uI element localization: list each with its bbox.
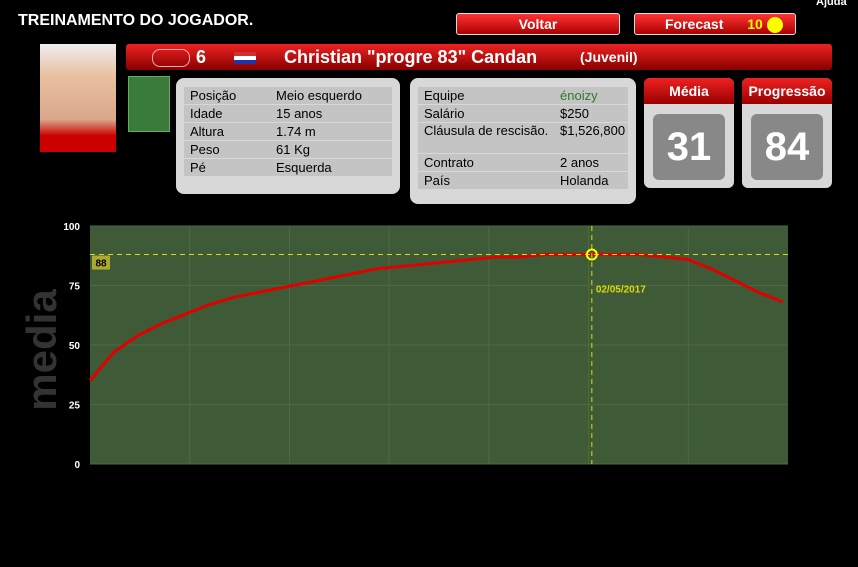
player-category: (Juvenil) <box>580 49 638 65</box>
back-button[interactable]: Voltar <box>456 13 620 35</box>
marker <box>585 248 598 261</box>
info-value: 15 anos <box>276 106 323 121</box>
info-value: 1.74 m <box>276 124 316 139</box>
info-value: $1,526,800 <box>560 123 626 138</box>
y-axis-label: media <box>18 289 65 411</box>
info-row: Salário $250 <box>418 105 628 122</box>
y-tick-label: 50 <box>69 341 81 352</box>
stat-box: Média 31 <box>644 78 734 188</box>
info-value: 61 Kg <box>276 142 310 157</box>
info-label: Pé <box>190 160 206 175</box>
info-value: $250 <box>560 106 589 121</box>
info-label: Equipe <box>424 88 465 103</box>
player-bar: 6 Christian "progre 83" Candan (Juvenil) <box>126 44 832 70</box>
info-panel: Equipe énoizy Salário $250 Cláusula de resci… <box>410 78 636 204</box>
y-tick-label: 25 <box>69 401 81 412</box>
field-icon <box>128 76 170 132</box>
marker-date: 02/05/2017 <box>596 285 646 296</box>
info-panel: Posição Meio esquerdo Idade 15 anos Altura 1.… <box>176 78 400 194</box>
stat-label: Média <box>644 78 734 104</box>
ball-icon <box>766 17 783 34</box>
help-link[interactable]: Ajuda <box>816 0 847 8</box>
chart: 0 25 50 75 100 media 88 02/05/2017 <box>18 222 788 471</box>
stat-value: 84 <box>751 114 823 180</box>
y-tick-label: 75 <box>69 282 81 293</box>
reference-label: 88 <box>95 259 107 270</box>
player-name: Christian "progre 83" Candan <box>284 47 538 67</box>
info-value: Meio esquerdo <box>276 88 362 103</box>
info-label: Idade <box>190 106 223 121</box>
forecast-label: Forecast <box>665 16 724 32</box>
stat-box: Progressão 84 <box>742 78 832 188</box>
info-row: Idade 15 anos <box>184 105 392 122</box>
flag <box>234 52 256 64</box>
line-series <box>88 253 784 382</box>
nav-arrows[interactable] <box>152 49 190 67</box>
info-label: País <box>424 173 451 188</box>
info-row: Peso 61 Kg <box>184 141 392 158</box>
info-row: Pé Esquerda <box>184 159 392 176</box>
y-tick-label: 100 <box>63 222 80 233</box>
info-row: País Holanda <box>418 172 628 189</box>
info-value: Esquerda <box>276 160 332 175</box>
info-value: 2 anos <box>560 155 600 170</box>
forecast-button[interactable]: Forecast 10 <box>634 13 796 35</box>
info-row: Cláusula de rescisão. $1,526,800 <box>418 123 628 153</box>
info-row: Contrato 2 anos <box>418 154 628 171</box>
info-row: Posição Meio esquerdo <box>184 87 392 104</box>
info-row: Altura 1.74 m <box>184 123 392 140</box>
info-label: Salário <box>424 106 465 121</box>
info-value: Holanda <box>560 173 609 188</box>
player-number: 6 <box>196 47 207 67</box>
info-row: Equipe énoizy <box>418 87 628 104</box>
info-label: Altura <box>190 124 224 139</box>
player-photo <box>40 44 116 152</box>
stat-label: Progressão <box>742 78 832 104</box>
info-label: Contrato <box>424 155 474 170</box>
info-label: Peso <box>190 142 220 157</box>
info-value: énoizy <box>560 88 598 103</box>
y-tick-label: 0 <box>74 460 80 471</box>
reference-badge <box>92 255 110 270</box>
info-label: Posição <box>190 88 237 103</box>
page-title: TREINAMENTO DO JOGADOR. <box>18 12 254 29</box>
forecast-count: 10 <box>747 16 763 32</box>
stat-value: 31 <box>653 114 725 180</box>
info-label: Cláusula de rescisão. <box>424 123 549 138</box>
